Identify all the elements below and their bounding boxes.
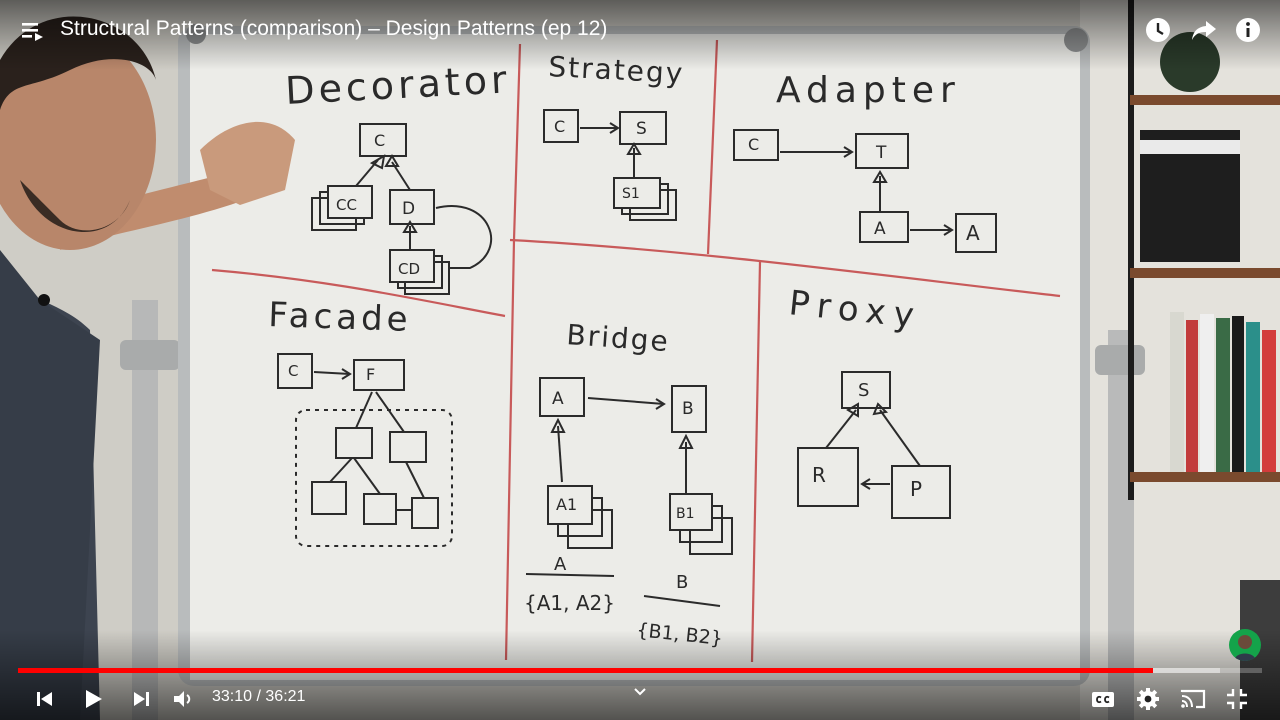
bridge-box-b1: B1 xyxy=(676,506,695,522)
play-icon[interactable] xyxy=(78,684,108,714)
top-gradient xyxy=(0,0,1280,70)
decorator-box-d: D xyxy=(402,199,415,219)
adapter-heading: Adapter xyxy=(776,70,961,111)
decorator-box-cd: CD xyxy=(398,260,420,278)
captions-icon[interactable] xyxy=(1088,684,1118,714)
adapter-diagram xyxy=(733,129,997,253)
adapter-box-a: A xyxy=(874,219,886,239)
progress-bar[interactable] xyxy=(18,668,1262,673)
exit-fullscreen-icon[interactable] xyxy=(1222,684,1252,714)
avatar-icon xyxy=(1234,635,1256,661)
title-bar: Structural Patterns (comparison) – Desig… xyxy=(0,0,1280,60)
proxy-box-s: S xyxy=(858,380,869,401)
strategy-box-c: C xyxy=(554,117,565,136)
next-icon[interactable] xyxy=(126,684,156,714)
watch-later-icon[interactable] xyxy=(1142,14,1174,46)
facade-heading: Facade xyxy=(268,295,413,340)
previous-icon[interactable] xyxy=(30,684,60,714)
bottom-gradient xyxy=(0,630,1280,720)
strategy-box-s: S xyxy=(636,119,647,139)
proxy-diagram xyxy=(797,371,951,519)
decorator-diagram xyxy=(311,123,493,295)
presenter xyxy=(0,16,295,720)
time-display: 33:10 / 36:21 xyxy=(212,688,305,706)
proxy-box-p: P xyxy=(910,477,922,501)
progress-played xyxy=(18,668,1153,673)
channel-avatar[interactable] xyxy=(1229,629,1261,661)
bridge-diagram xyxy=(525,377,733,607)
bridge-box-b: B xyxy=(682,399,694,419)
video-title[interactable]: Structural Patterns (comparison) – Desig… xyxy=(60,17,608,40)
facade-box-c: C xyxy=(288,362,298,380)
bridge-box-a1: A1 xyxy=(556,495,577,514)
bridge-heading: Bridge xyxy=(566,318,671,358)
board-dividers xyxy=(211,39,1061,663)
adapter-box-t: T xyxy=(875,143,887,163)
bridge-note-a-set: {A1, A2} xyxy=(524,591,615,615)
time-total: 36:21 xyxy=(265,688,306,705)
settings-icon[interactable] xyxy=(1133,684,1163,714)
share-icon[interactable] xyxy=(1188,14,1220,46)
info-icon[interactable] xyxy=(1232,14,1264,46)
adapter-box-a2: A xyxy=(966,221,980,245)
bridge-box-a: A xyxy=(552,389,564,409)
adapter-box-c: C xyxy=(748,135,759,154)
playlist-icon[interactable] xyxy=(20,18,46,44)
facade-box-f: F xyxy=(366,365,375,384)
volume-icon[interactable] xyxy=(168,684,198,714)
time-current: 33:10 xyxy=(212,688,253,705)
strategy-box-s1: S1 xyxy=(622,186,640,202)
time-separator: / xyxy=(252,688,266,705)
player-controls: 33:10 / 36:21 xyxy=(0,660,1280,720)
facade-diagram xyxy=(277,353,453,547)
strategy-diagram xyxy=(543,109,677,221)
bridge-note-b: B xyxy=(676,572,688,593)
decorator-box-cc: CC xyxy=(336,196,357,214)
cast-icon[interactable] xyxy=(1178,684,1208,714)
proxy-box-r: R xyxy=(812,463,826,487)
decorator-box-c: C xyxy=(374,131,385,150)
chevron-up-icon[interactable] xyxy=(630,684,650,700)
bridge-note-a: A xyxy=(554,554,567,575)
